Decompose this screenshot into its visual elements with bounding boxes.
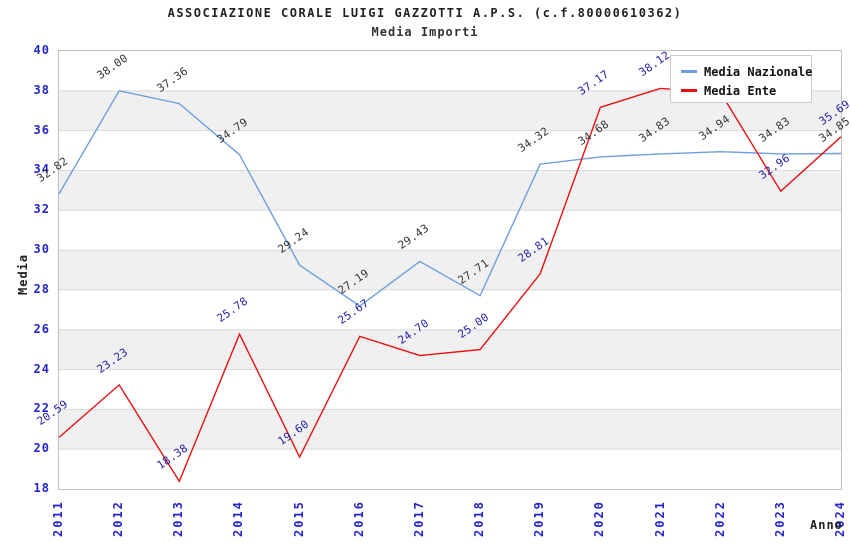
y-tick-label: 32 xyxy=(33,202,50,217)
y-tick-label: 30 xyxy=(33,242,50,257)
plot-area xyxy=(58,50,842,490)
chart-title: ASSOCIAZIONE CORALE LUIGI GAZZOTTI A.P.S… xyxy=(167,6,683,20)
legend-item-media-nazionale: Media Nazionale xyxy=(681,62,813,81)
x-tick-label: 2015 xyxy=(291,500,306,537)
x-tick-label: 2020 xyxy=(592,500,607,537)
x-tick-label: 2013 xyxy=(171,500,186,537)
y-tick-label: 26 xyxy=(33,321,50,336)
x-tick-label: 2014 xyxy=(231,500,246,537)
x-tick-label: 2021 xyxy=(652,500,667,537)
x-tick-label: 2019 xyxy=(532,500,547,537)
y-tick-label: 40 xyxy=(33,43,50,57)
x-tick-label: 2022 xyxy=(712,500,727,537)
y-axis-title: Media xyxy=(16,253,30,295)
y-tick-label: 28 xyxy=(33,281,50,296)
legend-label-media-ente: Media Ente xyxy=(704,83,777,98)
legend: Media Nazionale Media Ente xyxy=(670,55,812,103)
x-tick-label: 2012 xyxy=(111,500,126,537)
chart-subtitle: Media Importi xyxy=(371,25,479,39)
y-tick-label: 24 xyxy=(33,361,50,376)
legend-item-media-ente: Media Ente xyxy=(681,81,811,100)
chart-svg xyxy=(58,87,842,483)
x-tick-label: 2017 xyxy=(411,500,426,537)
x-tick-label: 2023 xyxy=(772,500,787,537)
x-axis-title: Anno xyxy=(810,518,843,532)
legend-line-sample-ente xyxy=(681,89,697,92)
y-tick-label: 38 xyxy=(33,82,50,97)
y-tick-label: 18 xyxy=(33,481,50,495)
x-tick-label: 2018 xyxy=(472,500,487,537)
legend-label-media-nazionale: Media Nazionale xyxy=(704,64,813,79)
y-tick-label: 20 xyxy=(33,441,50,456)
y-tick-label: 36 xyxy=(33,122,50,137)
legend-line-sample-nazionale xyxy=(681,70,697,73)
x-tick-label: 2011 xyxy=(51,500,65,537)
y-tick-label: 34 xyxy=(33,162,50,177)
y-tick-label: 22 xyxy=(33,401,50,416)
x-tick-label: 2016 xyxy=(351,500,366,537)
series-line-0 xyxy=(58,90,842,307)
series-line-1 xyxy=(58,87,842,483)
